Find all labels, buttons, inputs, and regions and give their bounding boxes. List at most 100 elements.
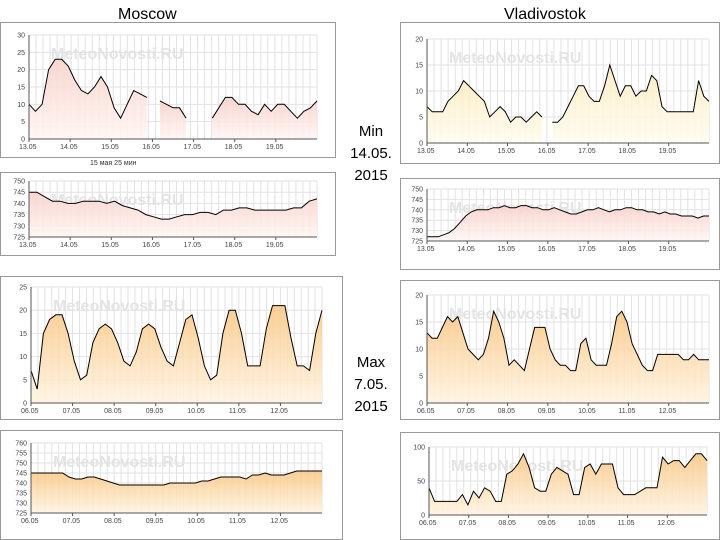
x-tick-label: 18.05	[618, 148, 636, 155]
y-tick-label: 745	[13, 190, 25, 197]
y-tick-label: 0	[21, 137, 25, 144]
x-tick-label: 10.05	[187, 408, 205, 415]
x-tick-label: 18.05	[225, 242, 243, 249]
y-tick-label: 10	[415, 89, 423, 96]
x-tick-label: 16.05	[142, 144, 160, 151]
y-tick-label: 0	[419, 401, 423, 408]
y-tick-label: 740	[15, 481, 27, 488]
x-tick-label: 09.05	[538, 408, 556, 415]
y-tick-label: 730	[411, 228, 423, 235]
y-tick-label: 25	[19, 285, 27, 292]
x-tick-label: 10.05	[578, 408, 596, 415]
moscow-min-temp-svg: MeteoNovosti.RU 0 5 10 15 20 25 30 13.05 14.05 15.…	[17, 33, 318, 151]
y-tick-label: 25	[17, 50, 25, 57]
x-tick-label: 08.05	[104, 518, 122, 525]
x-tick-label: 17.05	[184, 144, 202, 151]
watermark: MeteoNovosti.RU	[449, 306, 581, 323]
watermark: MeteoNovosti.RU	[51, 46, 183, 63]
y-tick-label: 750	[15, 461, 27, 468]
series-area	[29, 59, 147, 139]
x-tick-label: 07.05	[459, 520, 477, 527]
x-tick-label: 11.05	[229, 408, 246, 415]
y-tick-label: 10	[415, 347, 423, 354]
x-tick-label: 06.05	[21, 518, 39, 525]
x-tick-label: 16.05	[142, 242, 160, 249]
max-date-label: Max 7.05. 2015	[340, 352, 402, 418]
x-tick-label: 14.05	[60, 144, 78, 151]
y-tick-label: 50	[417, 479, 425, 486]
y-tick-label: 20	[17, 67, 25, 74]
y-tick-label: 730	[13, 223, 25, 230]
series-area	[159, 100, 187, 139]
x-tick-label: 07.05	[457, 408, 475, 415]
y-tick-label: 100	[413, 445, 425, 452]
min-label-line-1: Min	[358, 123, 384, 140]
y-tick-label: 745	[15, 471, 27, 478]
y-tick-label: 0	[23, 401, 27, 408]
y-tick-label: 30	[17, 33, 25, 40]
y-tick-label: 15	[19, 331, 27, 338]
y-tick-label: 725	[13, 235, 25, 242]
y-tick-label: 15	[17, 85, 25, 92]
x-tick-label: 10.05	[187, 518, 205, 525]
y-tick-label: 5	[23, 377, 27, 384]
vladivostok-min-pressure-chart: MeteoNovosti.RU72573073574074575013.0514…	[400, 178, 720, 270]
y-tick-label: 20	[415, 37, 423, 44]
moscow-min-temp-chart: MeteoNovosti.RU 0 5 10 15 20 25 30 13.05 14.05 15.…	[0, 22, 336, 158]
x-tick-label: 18.05	[225, 144, 243, 151]
x-tick-label: 06.05	[21, 408, 39, 415]
series-line	[428, 452, 708, 506]
x-tick-label: 08.05	[104, 408, 122, 415]
y-tick-label: 745	[411, 197, 423, 204]
x-tick-label: 16.05	[538, 246, 556, 253]
watermark: MeteoNovosti.RU	[449, 50, 581, 67]
y-tick-label: 730	[15, 501, 27, 508]
y-tick-label: 10	[17, 102, 25, 109]
x-tick-label: 07.05	[63, 518, 81, 525]
vladivostok-max-pressure-chart: MeteoNovosti.RU05010006.0507.0508.0509.0…	[400, 432, 720, 540]
vladivostok-min-pressure-svg: MeteoNovosti.RU72573073574074575013.0514…	[411, 187, 710, 253]
x-tick-label: 12.05	[270, 408, 288, 415]
y-tick-label: 755	[15, 451, 27, 458]
x-tick-label: 11.05	[618, 520, 635, 527]
y-tick-label: 0	[421, 513, 425, 520]
min-date-label: Min 14.05. 2015	[340, 121, 402, 187]
y-tick-label: 725	[411, 239, 423, 246]
y-tick-label: 760	[15, 441, 27, 448]
series-line	[211, 96, 318, 119]
y-tick-label: 725	[15, 511, 27, 518]
x-tick-label: 13.05	[417, 148, 435, 155]
x-tick-label: 11.05	[229, 518, 246, 525]
series-area	[427, 205, 709, 241]
y-tick-label: 735	[15, 491, 27, 498]
x-tick-label: 12.05	[657, 520, 675, 527]
moscow-max-temp-chart: MeteoNovosti.RU 0 5 10 15 20 25 06.05 07.05 08.05…	[0, 276, 343, 420]
x-tick-label: 14.05	[457, 246, 475, 253]
x-tick-label: 09.05	[146, 518, 164, 525]
series-line	[426, 79, 543, 124]
series-line	[31, 470, 322, 486]
series-line	[159, 100, 187, 119]
vladivostok-min-temp-svg: MeteoNovosti.RU 0 5 10 15 20 13.05 14.05 15.05 16…	[415, 37, 710, 155]
x-tick-label: 16.05	[538, 148, 556, 155]
x-tick-label: 09.05	[146, 408, 164, 415]
series-line	[552, 63, 710, 123]
y-tick-label: 750	[411, 187, 423, 194]
x-tick-label: 13.05	[417, 246, 435, 253]
max-label-line-3: 2015	[354, 398, 388, 415]
y-tick-label: 5	[419, 374, 423, 381]
x-tick-label: 14.05	[457, 148, 475, 155]
min-label-line-3: 2015	[354, 167, 388, 184]
x-tick-label: 07.05	[63, 408, 81, 415]
x-tick-label: 17.05	[578, 148, 596, 155]
y-tick-label: 5	[419, 115, 423, 122]
y-tick-label: 0	[419, 141, 423, 148]
moscow-title: Moscow	[118, 6, 177, 23]
y-tick-label: 740	[411, 207, 423, 214]
series-area	[212, 97, 317, 139]
x-tick-label: 19.05	[266, 242, 284, 249]
x-tick-label: 08.05	[498, 408, 516, 415]
y-tick-label: 5	[21, 119, 25, 126]
